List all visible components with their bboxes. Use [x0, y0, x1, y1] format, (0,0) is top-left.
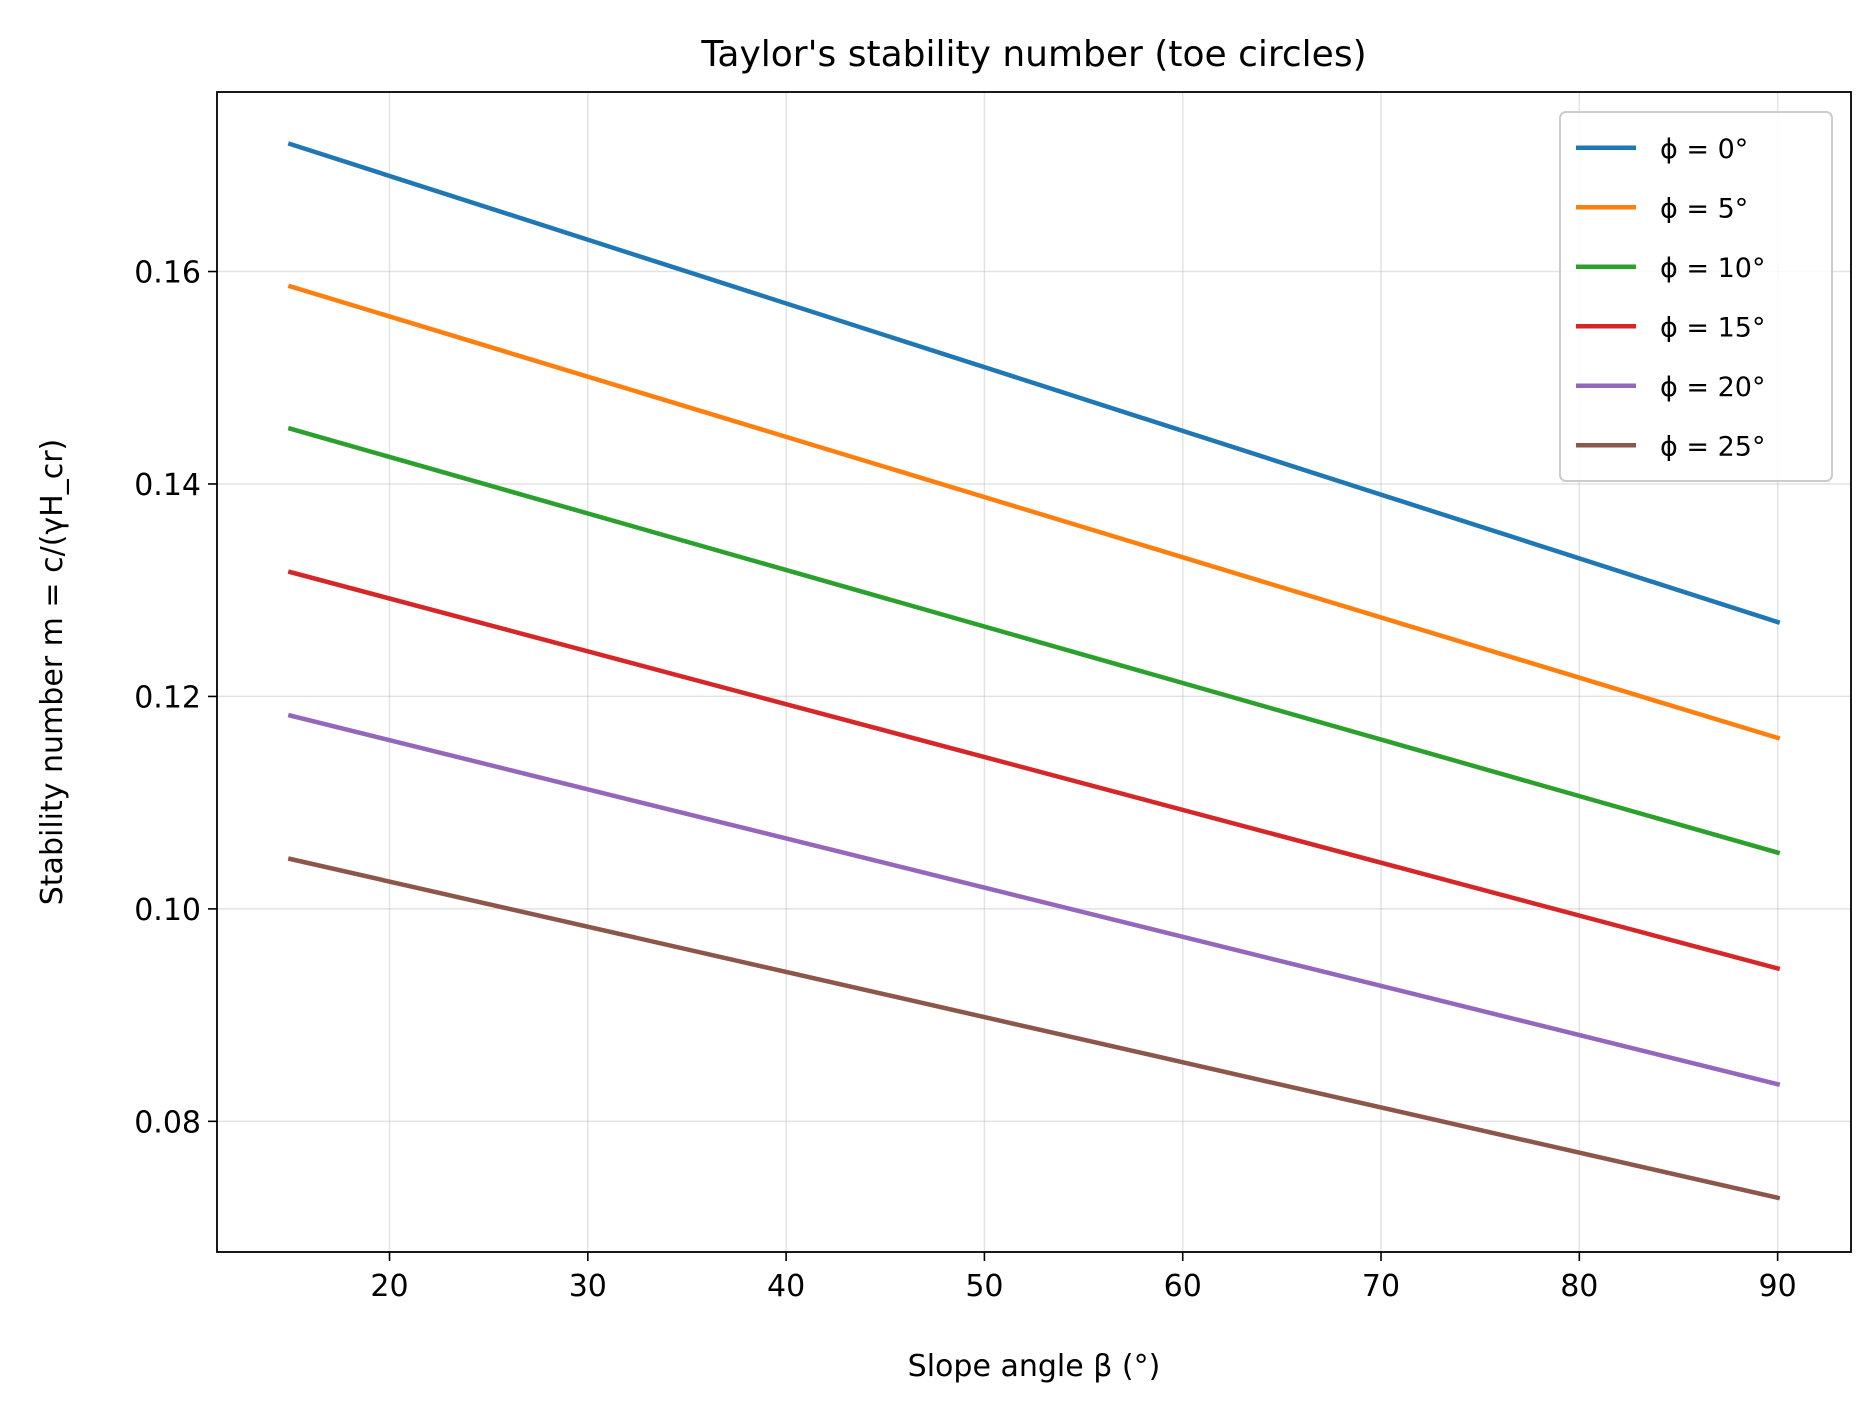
- x-tick-label: 60: [1164, 1269, 1202, 1304]
- legend-label: ϕ = 5°: [1660, 193, 1748, 224]
- x-tick-label: 40: [767, 1269, 805, 1304]
- axis-ticks: 20 30 40 50 60 70 80 90 0.08 0.10 0.12 0.14 0.16: [134, 256, 1797, 1304]
- legend-label: ϕ = 0°: [1660, 134, 1748, 165]
- y-tick-label: 0.12: [134, 680, 201, 715]
- y-tick-label: 0.16: [134, 256, 201, 291]
- legend-label: ϕ = 20°: [1660, 372, 1765, 403]
- series-line: [287, 283, 1781, 741]
- x-axis-label: Slope angle β (°): [908, 1349, 1161, 1384]
- series-line: [287, 569, 1781, 972]
- plot-frame: [216, 91, 1852, 1253]
- series-line: [287, 712, 1781, 1087]
- legend: ϕ = 0° ϕ = 5° ϕ = 10° ϕ = 15° ϕ = 20° ϕ = 25°: [1559, 111, 1833, 482]
- legend-label: ϕ = 15°: [1660, 312, 1765, 343]
- legend-box: [1559, 111, 1833, 482]
- y-tick-label: 0.08: [134, 1105, 201, 1140]
- y-axis-label: Stability number m = c/(γH_cr): [35, 439, 70, 906]
- x-tick-label: 30: [569, 1269, 607, 1304]
- series-line: [287, 425, 1781, 856]
- y-tick-label: 0.14: [134, 468, 201, 503]
- legend-label: ϕ = 25°: [1660, 431, 1765, 462]
- series-line: [287, 141, 1781, 625]
- x-tick-label: 90: [1759, 1269, 1797, 1304]
- x-tick-label: 70: [1362, 1269, 1400, 1304]
- series-line: [287, 856, 1781, 1201]
- x-tick-label: 50: [965, 1269, 1003, 1304]
- series-lines: [287, 141, 1781, 1201]
- y-tick-label: 0.10: [134, 893, 201, 928]
- legend-label: ϕ = 10°: [1660, 253, 1765, 284]
- x-tick-label: 80: [1560, 1269, 1598, 1304]
- chart-title: Taylor's stability number (toe circles): [700, 34, 1366, 75]
- x-tick-label: 20: [370, 1269, 408, 1304]
